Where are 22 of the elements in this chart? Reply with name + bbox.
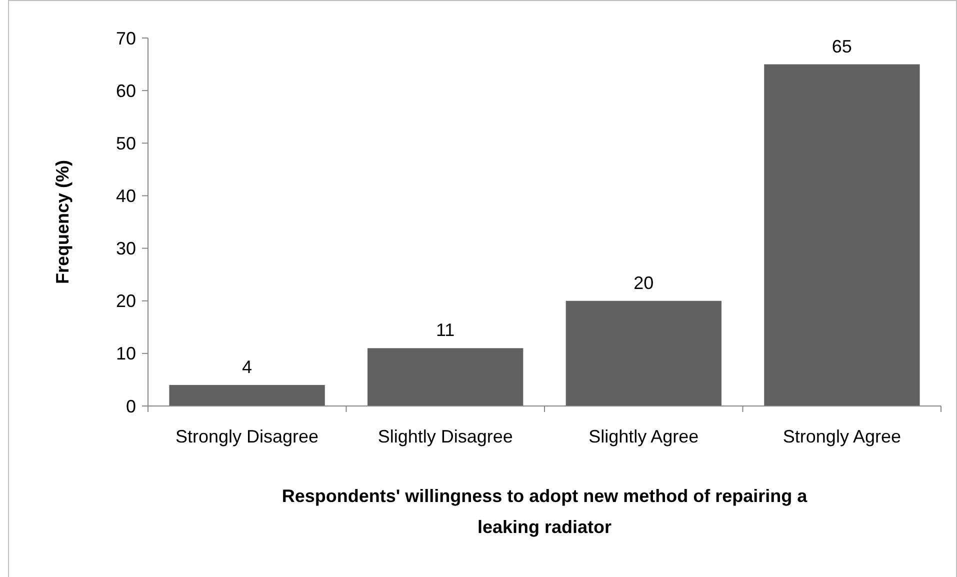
data-label: 65 [832, 36, 852, 56]
y-tick-label: 60 [116, 80, 136, 101]
y-tick-label: 20 [116, 291, 136, 312]
bar [764, 64, 920, 406]
bar [368, 348, 524, 406]
x-tick-label: Slightly Agree [588, 426, 699, 446]
y-tick-label: 0 [126, 396, 136, 416]
data-label: 4 [242, 356, 252, 377]
y-axis-title: Frequency (%) [52, 160, 72, 284]
data-label: 11 [436, 320, 455, 340]
y-tick-label: 10 [116, 344, 136, 364]
y-tick-label: 40 [116, 186, 136, 206]
bar [169, 384, 325, 406]
data-label: 20 [634, 272, 654, 293]
x-tick-label: Strongly Agree [782, 426, 901, 446]
x-tick-label: Strongly Disagree [176, 426, 319, 446]
y-tick-label: 70 [116, 28, 136, 48]
y-tick-label: 50 [116, 133, 136, 154]
bar [566, 300, 722, 406]
x-axis-title: Respondents' willingness to adopt new method of repairing a leaking radiator [282, 486, 808, 537]
x-tick-label: Slightly Disagree [378, 426, 513, 446]
y-tick-label: 30 [116, 238, 136, 259]
